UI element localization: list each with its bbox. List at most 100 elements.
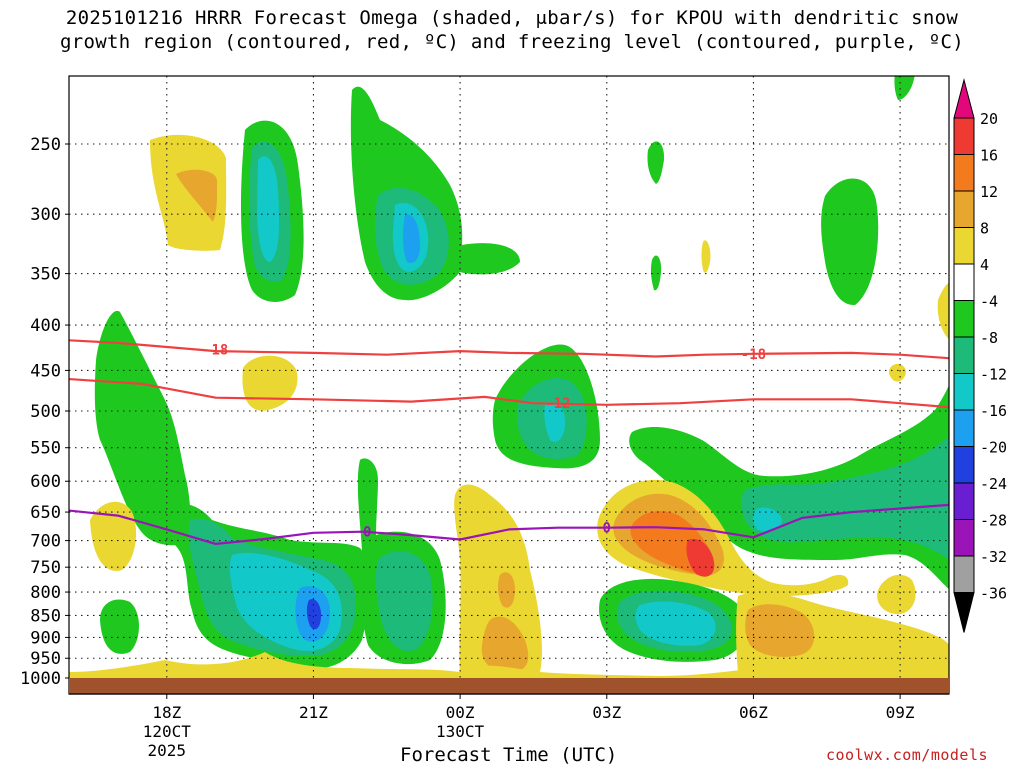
y-tick-label: 350 bbox=[30, 265, 61, 285]
colorbar-label: -24 bbox=[980, 475, 1007, 493]
dgz-contour bbox=[69, 339, 949, 360]
ground-bar bbox=[69, 678, 949, 694]
colorbar-swatch bbox=[953, 154, 975, 192]
colorbar-swatch bbox=[953, 227, 975, 265]
omega-region-yellow bbox=[242, 355, 298, 411]
y-tick-label: 950 bbox=[30, 649, 61, 669]
chart-title: 2025101216 HRRR Forecast Omega (shaded, … bbox=[0, 6, 1024, 54]
colorbar-swatch bbox=[953, 519, 975, 557]
colorbar-swatch bbox=[953, 190, 975, 228]
omega-region-green bbox=[100, 599, 139, 654]
colorbar-label: -20 bbox=[980, 439, 1007, 457]
y-tick-label: 300 bbox=[30, 205, 61, 225]
colorbar-label: -16 bbox=[980, 402, 1007, 420]
x-tick-label: 09Z bbox=[886, 703, 915, 722]
omega-region-green bbox=[647, 141, 665, 184]
y-tick-label: 1000 bbox=[20, 669, 61, 689]
y-tick-label: 750 bbox=[30, 558, 61, 578]
y-tick-label: 700 bbox=[30, 532, 61, 552]
y-tick-label: 800 bbox=[30, 583, 61, 603]
y-tick-label: 400 bbox=[30, 316, 61, 336]
omega-shading bbox=[69, 76, 949, 678]
colorbar-swatch bbox=[953, 373, 975, 411]
x-tick-label: 21Z bbox=[299, 703, 328, 722]
colorbar-label: -32 bbox=[980, 548, 1007, 566]
y-tick-label: 850 bbox=[30, 606, 61, 626]
omega-region-yellow bbox=[90, 501, 137, 571]
freezing-level-contour-label: 0 bbox=[603, 521, 611, 537]
y-tick-label: 500 bbox=[30, 402, 61, 422]
x-tick-year: 2025 bbox=[148, 741, 187, 760]
gridlines bbox=[69, 76, 949, 678]
y-tick-label: 650 bbox=[30, 503, 61, 523]
omega-region-green bbox=[894, 76, 915, 100]
colorbar-label: 12 bbox=[980, 183, 998, 201]
dgz-contour-label: -18 bbox=[203, 342, 228, 358]
freezing-level-contour-label: 0 bbox=[363, 525, 371, 541]
omega-region-cyan bbox=[257, 156, 280, 262]
contour-layer: -18 -18 -12 0 0 bbox=[69, 339, 949, 545]
omega-region-cyan bbox=[544, 402, 566, 442]
omega-region-orange bbox=[481, 616, 529, 672]
y-axis: 2503003504004505005506006507007508008509… bbox=[20, 135, 69, 689]
credit-link[interactable]: coolwx.com/models bbox=[826, 746, 989, 764]
colorbar-swatch bbox=[953, 555, 975, 593]
colorbar-swatch bbox=[953, 300, 975, 338]
colorbar-bottom-arrow bbox=[953, 592, 975, 633]
colorbar-label: 4 bbox=[980, 256, 989, 274]
omega-region-green bbox=[650, 255, 662, 291]
x-tick-label: 06Z bbox=[739, 703, 768, 722]
omega-region-darkblue bbox=[306, 599, 322, 630]
colorbar-label: -28 bbox=[980, 512, 1007, 530]
omega-region-teal bbox=[375, 551, 433, 651]
omega-region-orange bbox=[176, 169, 218, 222]
y-tick-label: 900 bbox=[30, 628, 61, 648]
colorbar-label: 8 bbox=[980, 220, 989, 238]
omega-region-green bbox=[821, 178, 879, 306]
x-axis-label: Forecast Time (UTC) bbox=[400, 744, 618, 766]
colorbar-label: 16 bbox=[980, 147, 998, 165]
colorbar-label: -8 bbox=[980, 329, 998, 347]
dgz-contour bbox=[69, 377, 949, 409]
colorbar-swatch bbox=[953, 482, 975, 520]
colorbar-label: -36 bbox=[980, 585, 1007, 603]
omega-region-cyan bbox=[753, 507, 782, 532]
colorbar-label: 20 bbox=[980, 110, 998, 128]
omega-region-green bbox=[94, 310, 192, 546]
colorbar-swatch bbox=[953, 336, 975, 374]
colorbar-swatch bbox=[953, 263, 975, 301]
y-tick-label: 250 bbox=[30, 135, 61, 155]
x-tick-date: 130CT bbox=[436, 722, 485, 741]
x-tick-date: 120CT bbox=[143, 722, 192, 741]
plot-area: -18 -18 -12 0 0 bbox=[69, 76, 949, 678]
colorbar-swatch bbox=[953, 446, 975, 484]
omega-region-yellow bbox=[701, 240, 711, 273]
omega-region-yellow bbox=[454, 484, 542, 676]
omega-region-orange bbox=[745, 604, 815, 657]
dgz-contour-label: -18 bbox=[741, 347, 766, 363]
colorbar-top-arrow bbox=[953, 78, 975, 119]
colorbar: 20 16 12 8 4 -4 -8 -12 -16 -20 -24 -28 -32 -36 bbox=[953, 78, 1007, 633]
omega-region-cyan bbox=[635, 601, 716, 646]
y-tick-label: 600 bbox=[30, 472, 61, 492]
y-tick-label: 550 bbox=[30, 439, 61, 459]
omega-region-orange bbox=[497, 572, 515, 608]
colorbar-swatch bbox=[953, 117, 975, 155]
omega-region-teal bbox=[741, 436, 949, 560]
dgz-contour-label: -12 bbox=[545, 396, 570, 412]
title-line-2: growth region (contoured, red, ºC) and f… bbox=[60, 31, 964, 53]
x-tick-label: 03Z bbox=[592, 703, 621, 722]
colorbar-label: -4 bbox=[980, 293, 998, 311]
freezing-level-contour bbox=[69, 503, 949, 545]
x-tick-label: 00Z bbox=[446, 703, 475, 722]
omega-region-blue bbox=[402, 214, 420, 264]
omega-region-yellow bbox=[889, 363, 906, 382]
y-tick-label: 450 bbox=[30, 361, 61, 381]
title-line-1: 2025101216 HRRR Forecast Omega (shaded, … bbox=[65, 7, 959, 29]
omega-region-yellow bbox=[69, 650, 949, 678]
colorbar-label: -12 bbox=[980, 366, 1007, 384]
omega-region-yellow bbox=[877, 574, 916, 615]
colorbar-swatch bbox=[953, 409, 975, 447]
